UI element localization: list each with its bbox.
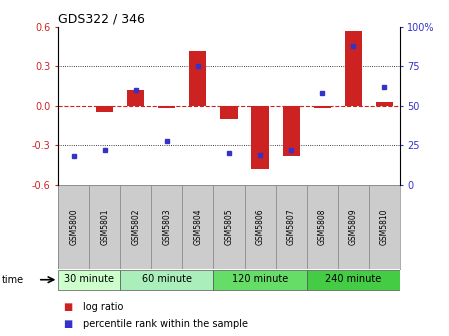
Text: GSM5807: GSM5807 — [286, 208, 295, 245]
Bar — [213, 185, 245, 269]
Bar — [58, 185, 89, 269]
Text: log ratio: log ratio — [83, 302, 123, 312]
Text: GSM5805: GSM5805 — [224, 208, 233, 245]
Text: GSM5803: GSM5803 — [163, 208, 172, 245]
Bar — [369, 185, 400, 269]
Text: percentile rank within the sample: percentile rank within the sample — [83, 319, 248, 329]
Text: GSM5809: GSM5809 — [348, 208, 357, 245]
Text: 120 minute: 120 minute — [232, 274, 288, 284]
Bar — [128, 90, 145, 106]
Text: GSM5802: GSM5802 — [132, 209, 141, 245]
Text: 240 minute: 240 minute — [325, 274, 381, 284]
Bar — [120, 185, 151, 269]
Text: GDS322 / 346: GDS322 / 346 — [58, 13, 145, 26]
Bar — [338, 185, 369, 269]
Text: ■: ■ — [63, 302, 72, 312]
Bar — [245, 185, 276, 269]
Text: 60 minute: 60 minute — [142, 274, 192, 284]
Bar — [375, 102, 392, 106]
Bar — [58, 270, 120, 290]
Bar — [344, 31, 361, 106]
Bar — [276, 185, 307, 269]
Bar — [220, 106, 238, 119]
Text: GSM5806: GSM5806 — [255, 208, 264, 245]
Text: GSM5810: GSM5810 — [379, 209, 388, 245]
Bar — [282, 106, 299, 156]
Bar — [307, 270, 400, 290]
Bar — [251, 106, 269, 169]
Text: 30 minute: 30 minute — [64, 274, 114, 284]
Bar — [158, 106, 176, 109]
Text: GSM5804: GSM5804 — [194, 208, 202, 245]
Text: GSM5808: GSM5808 — [317, 209, 326, 245]
Bar — [213, 270, 307, 290]
Text: ■: ■ — [63, 319, 72, 329]
Text: GSM5800: GSM5800 — [70, 208, 79, 245]
Bar — [97, 106, 114, 113]
Bar — [189, 50, 207, 106]
Bar — [151, 185, 182, 269]
Bar — [89, 185, 120, 269]
Bar — [313, 106, 330, 109]
Text: time: time — [2, 275, 24, 285]
Bar — [307, 185, 338, 269]
Bar — [120, 270, 213, 290]
Text: GSM5801: GSM5801 — [101, 209, 110, 245]
Bar — [182, 185, 213, 269]
